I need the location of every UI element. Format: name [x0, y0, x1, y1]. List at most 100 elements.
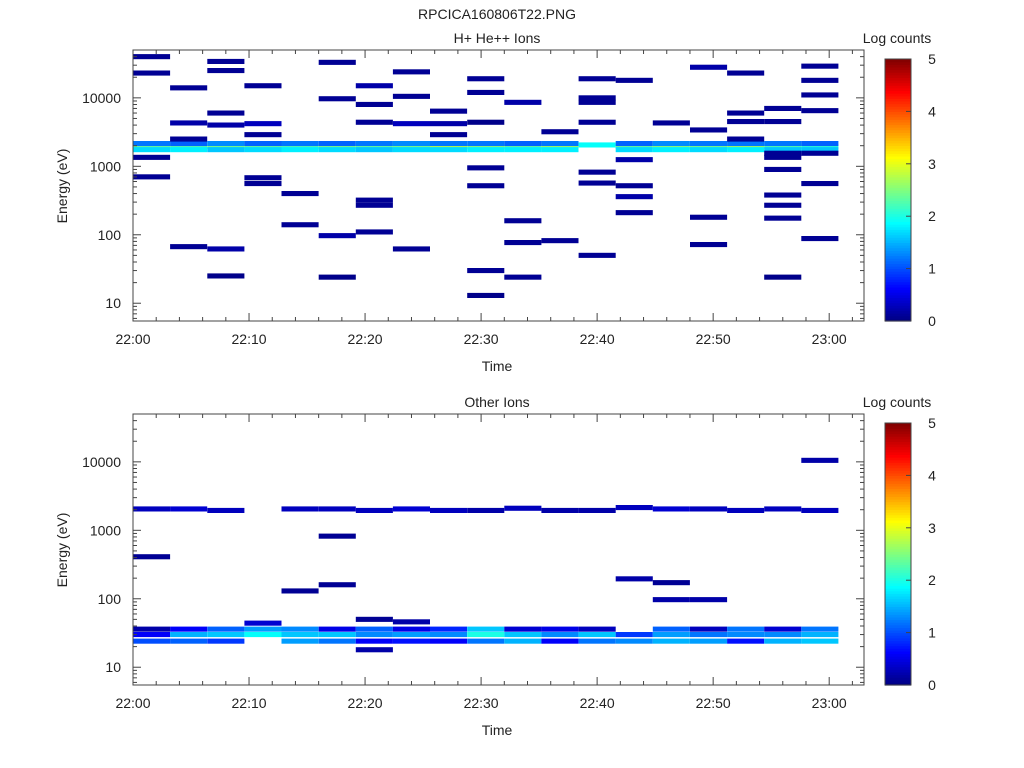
- colorbar-swatch: [885, 496, 911, 500]
- heatmap-cell: [764, 154, 802, 160]
- heatmap-cell: [133, 143, 171, 149]
- colorbar-swatch: [885, 679, 911, 683]
- colorbar-swatch: [885, 533, 911, 537]
- colorbar-swatch: [885, 538, 911, 542]
- colorbar-swatch: [885, 87, 911, 92]
- colorbar-swatch: [885, 171, 911, 175]
- heatmap-cell: [727, 147, 765, 153]
- panel-other-ions: Other Ions 22:00 22:10 22:20 22:30 22:40 22:5…: [54, 394, 936, 738]
- colorbar-swatch: [885, 512, 911, 516]
- heatmap-cell: [727, 110, 765, 116]
- colorbar-swatch: [885, 313, 911, 317]
- heatmap-cell: [244, 181, 282, 187]
- colorbar-tick-label: 0: [928, 677, 936, 693]
- colorbar-swatch: [885, 245, 911, 249]
- colorbar-swatch: [885, 140, 911, 144]
- colorbar-swatch: [885, 137, 911, 141]
- colorbar-swatch: [885, 606, 911, 610]
- colorbar-swatch: [885, 166, 911, 170]
- plot-frame: [132, 413, 865, 686]
- heatmap-cell: [504, 218, 542, 224]
- colorbar-swatch: [885, 598, 911, 602]
- colorbar-swatch: [885, 436, 911, 440]
- colorbar-swatch: [885, 425, 911, 429]
- y-tick-label: 10000: [82, 454, 121, 470]
- colorbar-label: Log counts: [863, 394, 932, 410]
- panel-title: Other Ions: [464, 394, 529, 410]
- y-tick-label: 1000: [90, 522, 121, 538]
- heatmap-cell: [392, 506, 430, 512]
- colorbar-swatch: [885, 218, 911, 223]
- colorbar-swatch: [885, 142, 911, 147]
- colorbar-swatch: [885, 90, 911, 94]
- heatmap-cell: [133, 554, 171, 560]
- colorbar-swatch: [885, 582, 911, 587]
- heatmap-cell: [467, 89, 505, 95]
- colorbar-swatch: [885, 622, 911, 626]
- heatmap-cell: [207, 632, 245, 638]
- colorbar-swatch: [885, 265, 911, 270]
- heatmap-cell: [244, 121, 282, 127]
- colorbar-swatch: [885, 182, 911, 186]
- heatmap-cell: [318, 96, 356, 102]
- x-tick-label: 22:50: [696, 695, 731, 711]
- heatmap-cell: [355, 647, 393, 653]
- heatmap-cell: [615, 194, 653, 200]
- plot-frame: [132, 49, 865, 322]
- colorbar-swatch: [885, 93, 911, 97]
- colorbar-swatch: [885, 616, 911, 621]
- colorbar-swatch: [885, 459, 911, 463]
- x-tick-label: 22:10: [232, 695, 267, 711]
- heatmap-cell: [578, 252, 616, 258]
- heatmap-cell: [578, 142, 616, 148]
- heatmap-cell: [467, 119, 505, 125]
- heatmap-cell: [318, 632, 356, 638]
- heatmap-cell: [504, 626, 542, 632]
- heatmap-cell: [207, 626, 245, 632]
- colorbar-swatch: [885, 483, 911, 487]
- colorbar-swatch: [885, 446, 911, 450]
- colorbar-swatch: [885, 640, 911, 644]
- colorbar-swatch: [885, 318, 911, 322]
- heatmap-cell: [467, 143, 505, 149]
- colorbar-swatch: [885, 153, 911, 157]
- heatmap-cell: [170, 85, 208, 91]
- heatmap-cell: [504, 632, 542, 638]
- colorbar-swatch: [885, 258, 911, 262]
- heatmap-cell: [244, 175, 282, 181]
- colorbar-tick-label: 2: [928, 572, 936, 588]
- heatmap-cell: [355, 83, 393, 89]
- colorbar-swatch: [885, 658, 911, 663]
- x-axis-ticks: 22:00 22:10 22:20 22:30 22:40 22:50 23:00: [115, 414, 853, 711]
- heatmap-cell: [207, 147, 245, 153]
- heatmap-cell: [430, 507, 468, 513]
- heatmap-cell: [467, 507, 505, 513]
- heatmap-cell: [690, 638, 728, 644]
- heatmap-cell: [170, 141, 208, 147]
- y-tick-label: 10000: [82, 90, 121, 106]
- x-tick-label: 22:40: [580, 331, 615, 347]
- colorbar-tick-label: 1: [928, 625, 936, 641]
- colorbar-swatch: [885, 100, 911, 105]
- colorbar-swatch: [885, 129, 911, 133]
- heatmap-cell: [615, 638, 653, 644]
- colorbar-swatch: [885, 577, 911, 581]
- heatmap-cell: [578, 626, 616, 632]
- colorbar-swatch: [885, 98, 911, 102]
- colorbar-swatch: [885, 506, 911, 511]
- colorbar-swatch: [885, 671, 911, 676]
- colorbar-swatch: [885, 656, 911, 660]
- colorbar-swatch: [885, 114, 911, 118]
- colorbar-swatch: [885, 593, 911, 597]
- heatmap-cell: [207, 507, 245, 513]
- heatmap-cell: [355, 197, 393, 203]
- colorbar-swatch: [885, 475, 911, 479]
- heatmap-cell: [467, 632, 505, 638]
- heatmap-cell: [133, 147, 171, 153]
- colorbar-swatch: [885, 629, 911, 634]
- y-tick-label: 10: [105, 659, 121, 675]
- heatmap-cell: [355, 626, 393, 632]
- colorbar-swatch: [885, 488, 911, 492]
- colorbar-tick-label: 2: [928, 208, 936, 224]
- colorbar-swatch: [885, 430, 911, 435]
